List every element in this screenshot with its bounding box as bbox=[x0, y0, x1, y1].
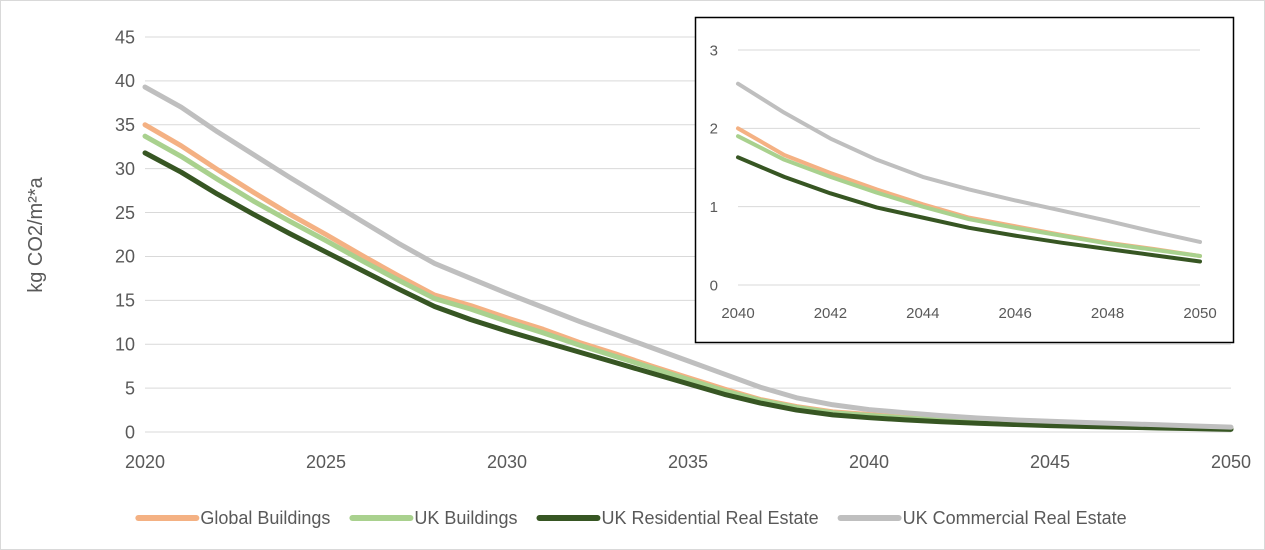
main-y-tick-45: 45 bbox=[115, 27, 135, 47]
inset-y-tick-1: 1 bbox=[710, 199, 718, 216]
inset-gridlines bbox=[738, 49, 1200, 286]
main-y-tick-40: 40 bbox=[115, 71, 135, 91]
inset-series-uk-commercial-real-estate bbox=[736, 81, 1202, 244]
inset-box bbox=[694, 16, 1235, 344]
main-y-tick-labels: 0 5 10 15 20 25 30 35 40 45 bbox=[115, 27, 135, 442]
main-y-tick-10: 10 bbox=[115, 335, 135, 355]
legend: Global Buildings UK Buildings UK Residenti… bbox=[135, 508, 1127, 528]
main-y-tick-0: 0 bbox=[125, 422, 135, 442]
legend-label-global-buildings: Global Buildings bbox=[200, 508, 330, 528]
main-x-tick-2035: 2035 bbox=[668, 452, 708, 472]
main-x-tick-2040: 2040 bbox=[849, 452, 889, 472]
main-x-tick-2050: 2050 bbox=[1211, 452, 1251, 472]
inset-x-tick-2042: 2042 bbox=[814, 305, 847, 322]
main-x-tick-2025: 2025 bbox=[306, 452, 346, 472]
inset-x-tick-2048: 2048 bbox=[1091, 305, 1124, 322]
inset-y-tick-3: 3 bbox=[710, 42, 718, 59]
main-y-tick-25: 25 bbox=[115, 203, 135, 223]
inset-x-tick-2040: 2040 bbox=[721, 305, 754, 322]
main-series-uk-commercial-real-estate bbox=[142, 84, 1234, 430]
main-x-tick-2020: 2020 bbox=[125, 452, 165, 472]
inset-y-tick-2: 2 bbox=[710, 121, 718, 138]
main-x-tick-2045: 2045 bbox=[1030, 452, 1070, 472]
main-y-tick-30: 30 bbox=[115, 159, 135, 179]
inset-x-tick-2050: 2050 bbox=[1183, 305, 1216, 322]
main-y-tick-15: 15 bbox=[115, 291, 135, 311]
main-x-tick-2030: 2030 bbox=[487, 452, 527, 472]
inset-y-tick-labels: 0 1 2 3 bbox=[710, 42, 718, 294]
main-y-tick-35: 35 bbox=[115, 115, 135, 135]
inset-x-tick-2046: 2046 bbox=[999, 305, 1032, 322]
inset-y-tick-0: 0 bbox=[710, 277, 718, 294]
y-axis-title: kg CO2/m²*a bbox=[25, 176, 47, 292]
main-y-tick-5: 5 bbox=[125, 378, 135, 398]
legend-label-uk-residential-real-estate: UK Residential Real Estate bbox=[601, 508, 818, 528]
main-y-tick-20: 20 bbox=[115, 247, 135, 267]
inset-series-lines bbox=[736, 81, 1202, 264]
inset-series-uk-buildings bbox=[736, 134, 1202, 259]
inset-x-tick-2044: 2044 bbox=[906, 305, 939, 322]
main-series-uk-residential-real-estate bbox=[142, 150, 1234, 432]
main-series-lines bbox=[142, 84, 1234, 432]
inset-series-uk-residential-real-estate bbox=[736, 155, 1202, 264]
inset-x-tick-labels: 2040 2042 2044 2046 2048 2050 bbox=[721, 305, 1216, 322]
main-x-tick-labels: 2020 2025 2030 2035 2040 2045 2050 bbox=[125, 452, 1251, 472]
legend-label-uk-buildings: UK Buildings bbox=[414, 508, 517, 528]
legend-label-uk-commercial-real-estate: UK Commercial Real Estate bbox=[903, 508, 1127, 528]
